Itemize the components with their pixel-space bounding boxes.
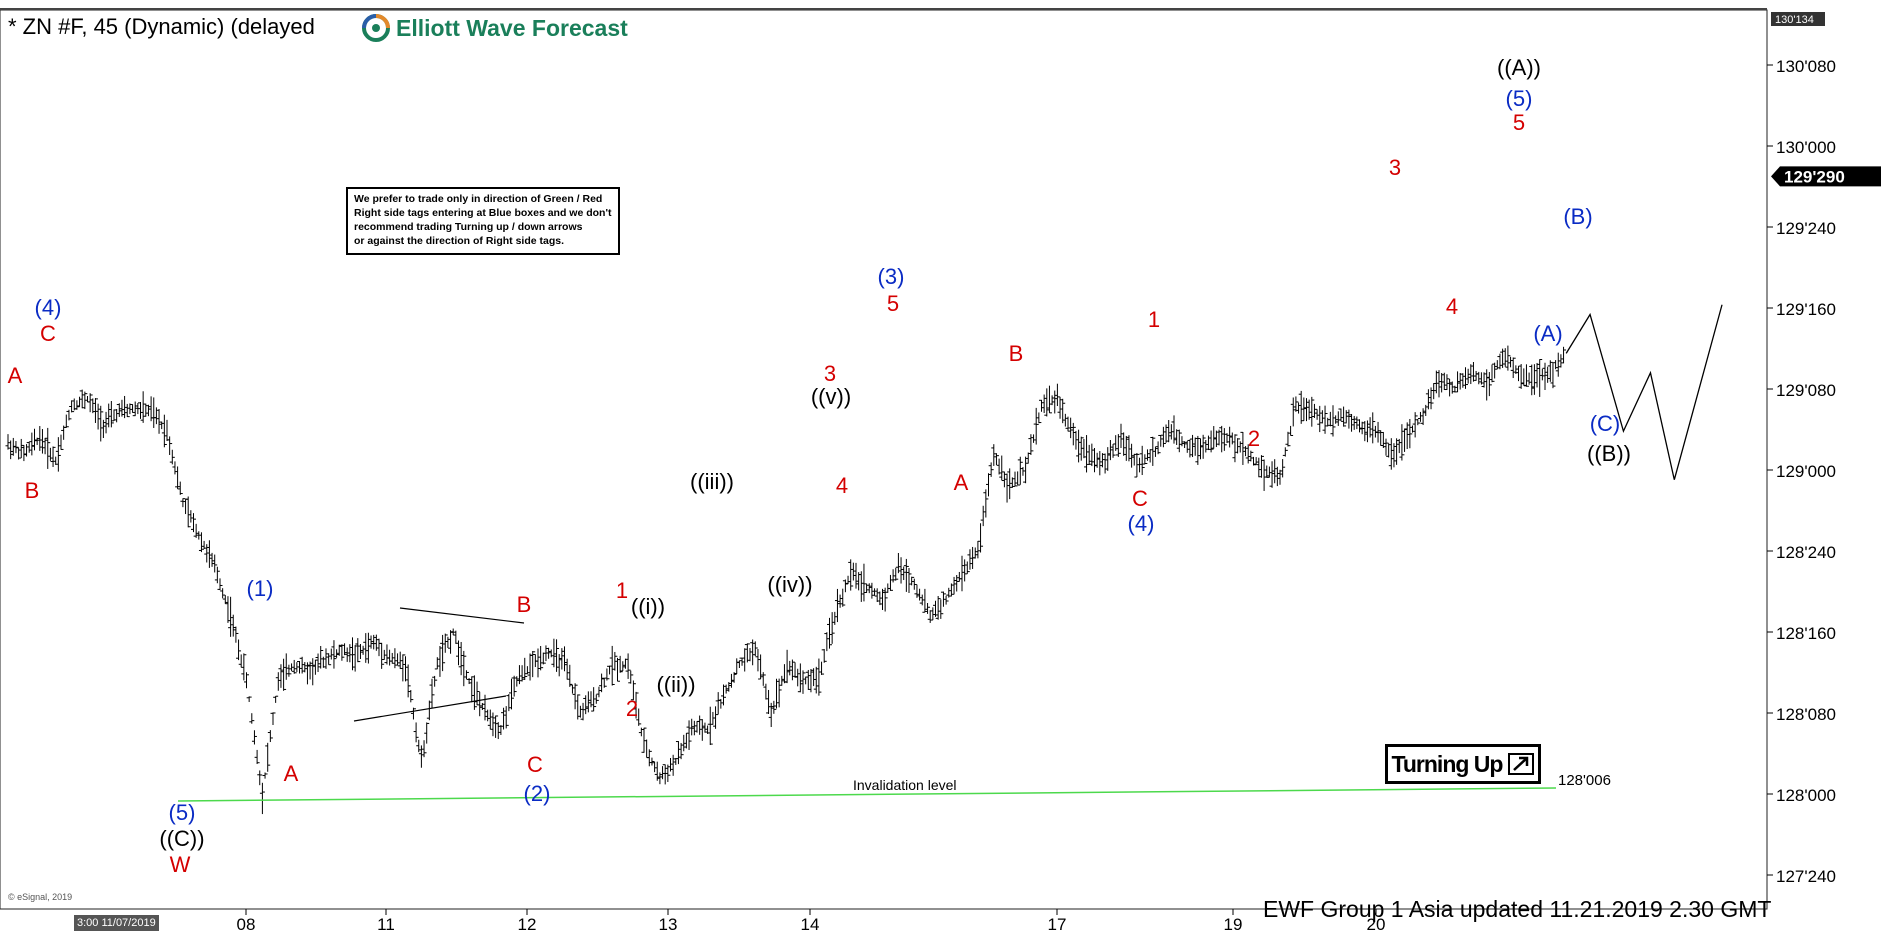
wave-label: 1 (1148, 307, 1160, 332)
y-tick-label: 130'080 (1776, 57, 1836, 76)
y-tick-label: 129'000 (1776, 462, 1836, 481)
wave-label: ((B)) (1587, 441, 1631, 466)
wave-label: B (517, 592, 532, 617)
x-tick-label: 13 (659, 915, 678, 934)
x-tick-label: 11 (377, 915, 395, 934)
note-line: recommend trading Turning up / down arro… (354, 221, 583, 233)
invalidation-value: 128'006 (1558, 772, 1611, 789)
triangle-lower-line (353, 695, 507, 722)
trading-note: We prefer to trade only in direction of … (346, 187, 620, 255)
x-tick-label: 20 (1367, 915, 1386, 934)
projection-path (1565, 304, 1723, 480)
wave-label: 2 (1248, 426, 1260, 451)
chart-title: * ZN #F, 45 (Dynamic) (delayed (8, 14, 315, 39)
wave-label: A (8, 363, 23, 388)
wave-label: ((C)) (159, 826, 204, 851)
wave-label: ((v)) (811, 384, 851, 409)
wave-label: A (284, 761, 299, 786)
wave-label: C (527, 752, 543, 777)
wave-label: (A) (1533, 321, 1562, 346)
y-tick-label: 129'160 (1776, 300, 1836, 319)
wave-label: 2 (626, 696, 638, 721)
x-tick-label: 12 (518, 915, 537, 934)
wave-labels: AB(4)C(5)((C))W(1)ABC(2)1((i))2((ii))((i… (8, 55, 1631, 877)
invalidation-line (177, 787, 1557, 802)
wave-label: B (25, 478, 40, 503)
wave-label: (4) (1128, 511, 1155, 536)
wave-label: (5) (1506, 86, 1533, 111)
invalidation-label: Invalidation level (853, 777, 957, 793)
y-tick-label: 128'080 (1776, 705, 1836, 724)
last-price-label: 129'290 (1784, 167, 1845, 186)
y-tick-label: 128'240 (1776, 543, 1836, 562)
ewf-logo-icon (362, 14, 390, 42)
wave-label: 1 (616, 578, 628, 603)
wave-label: ((A)) (1497, 55, 1541, 80)
wave-label: (5) (169, 800, 196, 825)
wave-label: 4 (1446, 294, 1458, 319)
wave-label: ((ii)) (656, 672, 695, 697)
y-top-price-label: 130'134 (1775, 14, 1814, 26)
last-price-tag (1771, 166, 1881, 187)
turning-up-label: Turning Up (1391, 750, 1504, 777)
price-bars (5, 345, 1567, 815)
x-tick-label: 17 (1048, 915, 1067, 934)
wave-label: 3 (824, 361, 836, 386)
y-tick-label: 128'000 (1776, 786, 1836, 805)
x-tick-label: 08 (237, 915, 256, 934)
wave-label: (C) (1590, 411, 1621, 436)
note-line: Right side tags entering at Blue boxes a… (354, 207, 612, 219)
y-tick-label: 130'000 (1776, 138, 1836, 157)
wave-label: 3 (1389, 155, 1401, 180)
x-tick-label: 14 (801, 915, 820, 934)
y-top-price-bg (1771, 12, 1825, 26)
brand-name: Elliott Wave Forecast (396, 14, 628, 41)
wave-label: ((iv)) (767, 572, 812, 597)
wave-label: A (954, 470, 969, 495)
wave-label: (2) (524, 781, 551, 806)
wave-label: (B) (1563, 204, 1592, 229)
wave-label: (4) (35, 295, 62, 320)
x-tick-label: 19 (1224, 915, 1243, 934)
wave-overlays: Invalidation level 128'006 (177, 304, 1723, 802)
y-tick-label: 129'240 (1776, 219, 1836, 238)
wave-label: 5 (887, 291, 899, 316)
wave-label: (3) (878, 264, 905, 289)
note-line: We prefer to trade only in direction of … (354, 193, 603, 205)
turning-up-badge: Turning Up (1385, 744, 1541, 784)
y-tick-label: 129'080 (1776, 381, 1836, 400)
footer-update: EWF Group 1 Asia updated 11.21.2019 2.30… (1263, 896, 1772, 922)
wave-label: B (1009, 341, 1024, 366)
y-tick-label: 128'160 (1776, 624, 1836, 643)
note-line: or against the direction of Right side t… (354, 235, 565, 247)
cursor-date-tag: 3:00 11/07/2019 (74, 915, 159, 931)
brand-logo: Elliott Wave Forecast (362, 14, 628, 42)
wave-label: (1) (247, 576, 274, 601)
x-axis: 08 11 12 13 14 17 19 20 (237, 909, 1386, 934)
y-axis: 127'240 128'000 128'080 128'160 128'240 129'0… (1767, 12, 1881, 886)
top-border (0, 8, 1767, 10)
arrow-up-right-icon (1508, 753, 1535, 775)
triangle-upper-line (399, 607, 525, 624)
wave-label: C (1132, 486, 1148, 511)
esignal-credit: © eSignal, 2019 (8, 892, 73, 902)
y-tick-label: 127'240 (1776, 867, 1836, 886)
wave-label: 4 (836, 473, 848, 498)
wave-label: 5 (1513, 110, 1525, 135)
wave-label: C (40, 321, 56, 346)
wave-label: W (170, 852, 191, 877)
wave-label: ((i)) (631, 594, 665, 619)
wave-label: ((iii)) (690, 469, 734, 494)
